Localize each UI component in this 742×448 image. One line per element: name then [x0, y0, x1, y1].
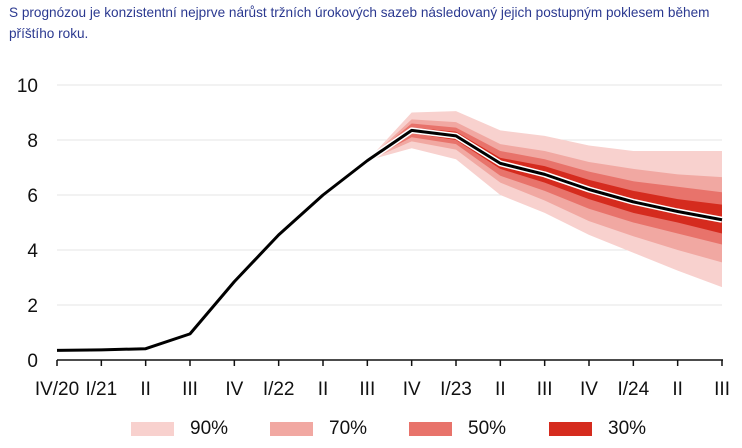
- legend-swatch: [549, 422, 592, 436]
- legend-swatch: [270, 422, 313, 436]
- fan-band-30pct: [367, 127, 722, 234]
- x-tick-label: II: [495, 379, 506, 400]
- x-tick-label: IV: [225, 379, 243, 400]
- legend-label: 30%: [608, 418, 647, 439]
- legend-item-30pct: 30%: [549, 415, 646, 443]
- y-tick-label: 8: [27, 131, 38, 152]
- x-tick-label: II: [318, 379, 329, 400]
- legend: 90% 70% 50% 30%: [0, 415, 742, 443]
- y-tick-label: 10: [17, 76, 38, 97]
- y-tick-label: 4: [27, 241, 38, 262]
- x-tick-label: II: [672, 379, 683, 400]
- series-line: [56, 128, 723, 352]
- y-tick-label: 0: [27, 351, 38, 372]
- x-tick-label: III: [714, 379, 730, 400]
- legend-item-70pct: 70%: [270, 415, 367, 443]
- legend-item-90pct: 90%: [131, 415, 228, 443]
- baseline-line: [56, 127, 723, 352]
- legend-item-50pct: 50%: [409, 415, 506, 443]
- x-tick-label: III: [359, 379, 375, 400]
- x-tick-label: III: [537, 379, 553, 400]
- legend-label: 90%: [190, 418, 229, 439]
- x-tick-label: IV/20: [35, 379, 79, 400]
- chart-caption: S prognózou je konzistentní nejprve nárů…: [9, 5, 710, 41]
- legend-label: 50%: [468, 418, 507, 439]
- y-tick-label: 6: [27, 186, 38, 207]
- x-tick-label: II: [140, 379, 151, 400]
- legend-swatch: [409, 422, 452, 436]
- y-tick-label: 2: [27, 296, 38, 317]
- x-tick-label: I/23: [440, 379, 472, 400]
- legend-swatch: [131, 422, 174, 436]
- fan-band-50pct: [367, 123, 722, 245]
- x-tick-label: I/22: [263, 379, 295, 400]
- x-tick-label: IV: [403, 379, 421, 400]
- x-tick-label: I/21: [85, 379, 117, 400]
- legend-label: 70%: [329, 418, 368, 439]
- fan-bands: [367, 111, 722, 288]
- x-tick-label: I/24: [617, 379, 649, 400]
- x-tick-label: IV: [580, 379, 598, 400]
- x-tick-label: III: [182, 379, 198, 400]
